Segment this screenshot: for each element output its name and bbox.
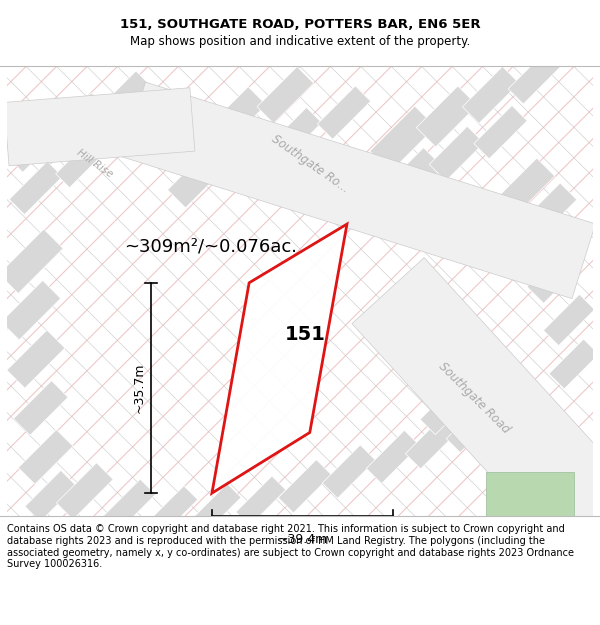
Polygon shape bbox=[317, 86, 371, 139]
Polygon shape bbox=[25, 471, 76, 522]
Polygon shape bbox=[7, 330, 65, 388]
Text: Contains OS data © Crown copyright and database right 2021. This information is : Contains OS data © Crown copyright and d… bbox=[7, 524, 574, 569]
Polygon shape bbox=[219, 128, 274, 183]
Polygon shape bbox=[549, 339, 599, 389]
Text: 151: 151 bbox=[284, 325, 325, 344]
Polygon shape bbox=[544, 294, 595, 346]
Polygon shape bbox=[0, 229, 63, 294]
Polygon shape bbox=[406, 416, 458, 469]
Text: Southgate Road: Southgate Road bbox=[436, 360, 512, 436]
Text: ~39.4m: ~39.4m bbox=[277, 533, 328, 546]
Polygon shape bbox=[367, 430, 419, 484]
Polygon shape bbox=[463, 67, 519, 123]
Polygon shape bbox=[193, 484, 241, 532]
Polygon shape bbox=[102, 479, 155, 532]
Polygon shape bbox=[446, 402, 496, 452]
Polygon shape bbox=[1, 281, 61, 340]
Polygon shape bbox=[522, 183, 577, 238]
Polygon shape bbox=[527, 249, 581, 303]
Polygon shape bbox=[13, 381, 68, 436]
Polygon shape bbox=[501, 203, 559, 261]
Polygon shape bbox=[437, 330, 496, 388]
Polygon shape bbox=[278, 459, 332, 513]
Polygon shape bbox=[19, 429, 73, 484]
Polygon shape bbox=[53, 92, 107, 146]
Polygon shape bbox=[206, 87, 266, 146]
Polygon shape bbox=[4, 88, 195, 166]
Text: 151, SOUTHGATE ROAD, POTTERS BAR, EN6 5ER: 151, SOUTHGATE ROAD, POTTERS BAR, EN6 5E… bbox=[119, 19, 481, 31]
Polygon shape bbox=[148, 486, 198, 536]
Polygon shape bbox=[352, 258, 600, 549]
Polygon shape bbox=[429, 126, 484, 181]
Polygon shape bbox=[471, 412, 521, 462]
Text: ~35.7m: ~35.7m bbox=[133, 362, 146, 413]
Text: ~309m²/~0.076ac.: ~309m²/~0.076ac. bbox=[124, 238, 297, 256]
Polygon shape bbox=[382, 148, 443, 209]
Polygon shape bbox=[322, 445, 376, 498]
Polygon shape bbox=[8, 116, 64, 172]
Polygon shape bbox=[212, 224, 347, 493]
Polygon shape bbox=[257, 67, 314, 123]
Polygon shape bbox=[508, 51, 562, 104]
Polygon shape bbox=[56, 462, 113, 519]
Polygon shape bbox=[236, 476, 286, 526]
Polygon shape bbox=[486, 472, 574, 516]
Polygon shape bbox=[167, 148, 227, 208]
Polygon shape bbox=[420, 381, 473, 434]
Polygon shape bbox=[56, 139, 104, 188]
Polygon shape bbox=[122, 82, 595, 299]
Text: Hill Rise: Hill Rise bbox=[74, 148, 115, 179]
Polygon shape bbox=[9, 161, 62, 214]
Polygon shape bbox=[474, 106, 527, 159]
Polygon shape bbox=[155, 106, 220, 172]
Polygon shape bbox=[416, 86, 477, 147]
Polygon shape bbox=[463, 361, 518, 416]
Polygon shape bbox=[98, 71, 150, 123]
Text: Map shows position and indicative extent of the property.: Map shows position and indicative extent… bbox=[130, 36, 470, 48]
Polygon shape bbox=[370, 106, 436, 172]
Polygon shape bbox=[268, 107, 322, 161]
Text: Southgate Ro...: Southgate Ro... bbox=[269, 132, 351, 195]
Polygon shape bbox=[495, 158, 555, 218]
